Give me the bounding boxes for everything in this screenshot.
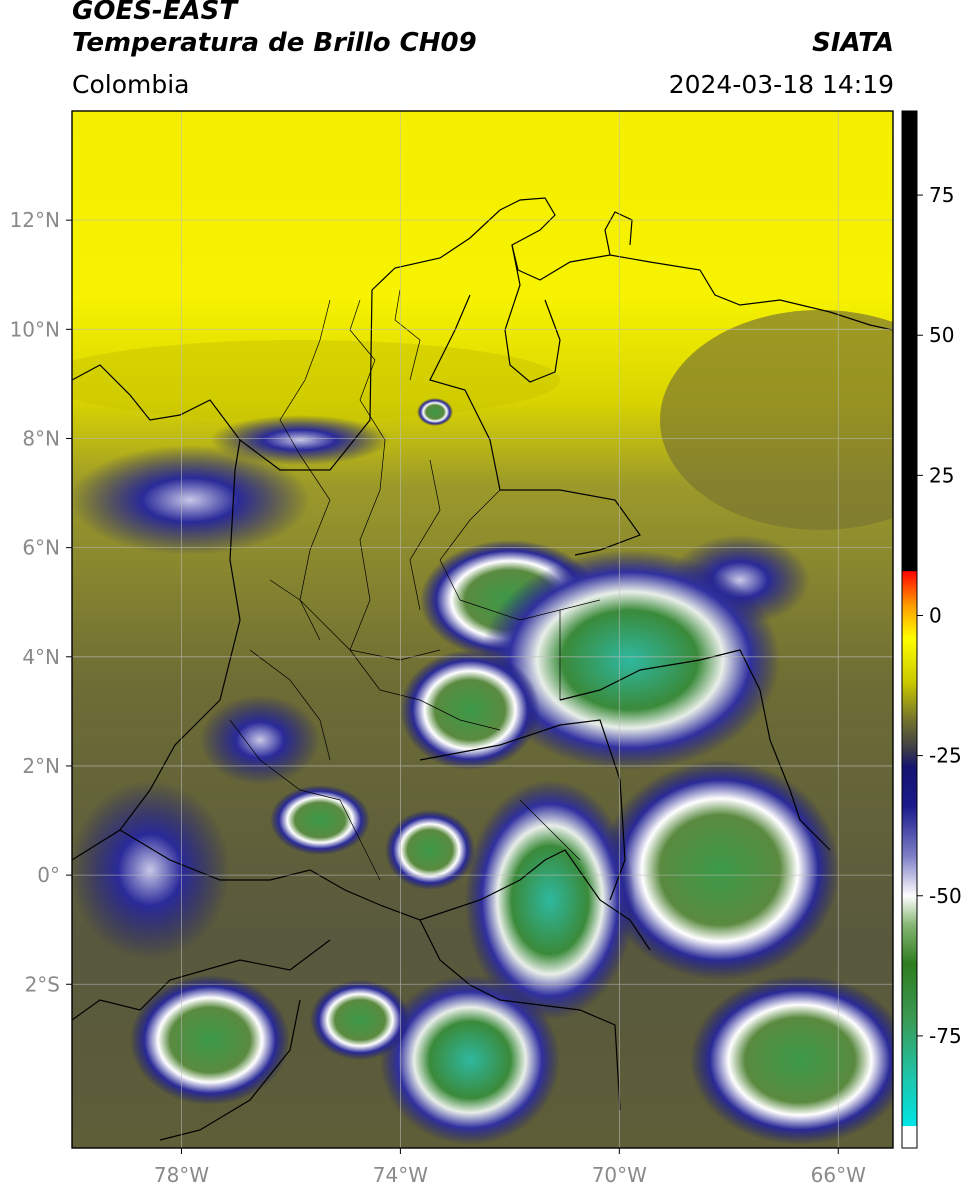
colorbar-segment-4 — [902, 963, 917, 1020]
colorbar-segment-3 — [902, 1019, 917, 1076]
colorbar-tick-label-2: 25 — [929, 463, 954, 487]
lon-tick-label-3: 66°W — [811, 1163, 866, 1187]
colorbar-segment-8 — [902, 806, 917, 858]
lat-tick-label-0: 12°N — [10, 208, 60, 232]
lat-tick-label-2: 8°N — [22, 426, 60, 450]
colorbar-segment-12 — [902, 682, 917, 717]
brightness-temperature-field — [72, 111, 893, 1148]
lat-tick-label-7: 2°S — [25, 972, 60, 996]
satellite-title: GOES-EAST — [72, 0, 238, 26]
latitude-tick-labels: 12°N 10°N 8°N 6°N 4°N 2°N 0° 2°S — [10, 208, 72, 996]
colorbar-tick-label-4: -25 — [929, 744, 962, 768]
lat-tick-label-1: 10°N — [10, 317, 60, 341]
colorbar-segment-5 — [902, 923, 917, 964]
graticule — [72, 111, 893, 1148]
colorbar-segment-6 — [902, 895, 917, 925]
longitude-tick-labels: 78°W 74°W 70°W 66°W — [154, 1148, 866, 1187]
lat-tick-label-6: 0° — [37, 863, 60, 887]
colorbar-frame — [901, 110, 918, 1149]
region-label: Colombia — [72, 70, 190, 99]
colorbar-segment-11 — [902, 716, 917, 751]
colorbar-segment-10 — [902, 750, 917, 768]
colorbar-tick-label-6: -75 — [929, 1024, 962, 1048]
timestamp-label: 2024-03-18 14:19 — [668, 70, 894, 99]
map-frame — [71, 110, 894, 1149]
colorbar-segment-15 — [902, 570, 917, 605]
colorbar-tick-label-5: -50 — [929, 884, 962, 908]
colorbar-tick-label-0: 75 — [929, 183, 954, 207]
lat-tick-label-5: 2°N — [22, 754, 60, 778]
colorbar — [901, 110, 918, 1149]
product-title: Temperatura de Brillo CH09 — [72, 28, 477, 58]
colorbar-segment-14 — [902, 604, 917, 639]
lon-tick-label-0: 78°W — [154, 1163, 209, 1187]
colorbar-tick-labels: 75 50 25 0 -25 -50 -75 — [917, 183, 962, 1048]
lat-tick-label-4: 4°N — [22, 645, 60, 669]
colorbar-segment-17 — [902, 111, 917, 572]
lon-tick-label-1: 74°W — [373, 1163, 428, 1187]
colorbar-segment-13 — [902, 637, 917, 684]
department-boundaries — [229, 289, 601, 881]
colorbar-tick-label-3: 0 — [929, 603, 942, 627]
lon-tick-label-2: 70°W — [592, 1163, 647, 1187]
lat-tick-label-3: 6°N — [22, 536, 60, 560]
colorbar-segment-7 — [902, 856, 917, 897]
colorbar-tick-label-1: 50 — [929, 323, 954, 347]
colorbar-segment-9 — [902, 766, 917, 807]
organization-label: SIATA — [812, 28, 894, 58]
colorbar-segment-0 — [902, 1125, 917, 1149]
colorbar-segment-2 — [902, 1075, 917, 1127]
